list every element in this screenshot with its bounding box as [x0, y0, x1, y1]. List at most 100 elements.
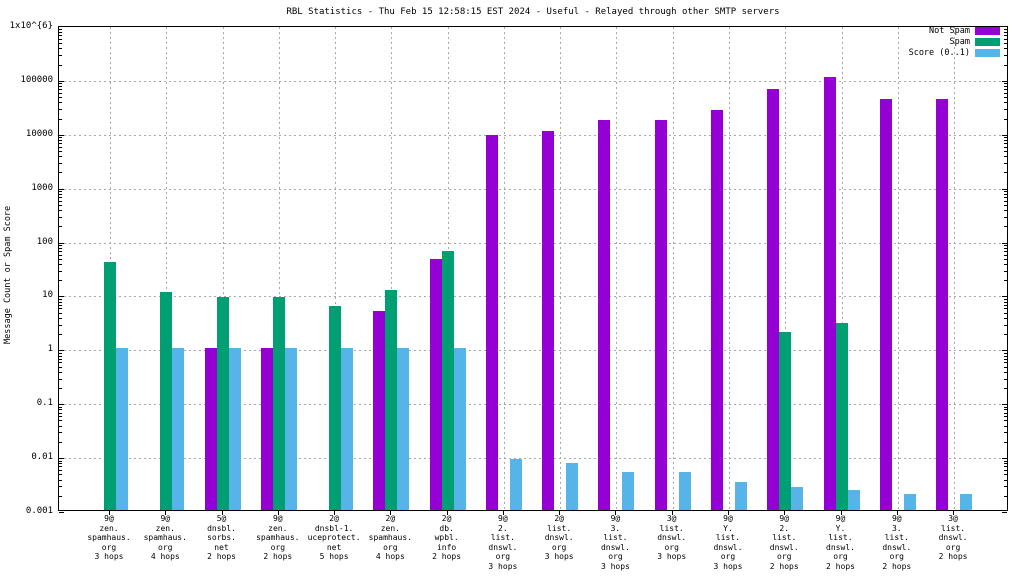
y-minor-tick	[59, 55, 62, 57]
x-gridline	[616, 27, 618, 510]
y-minor-tick	[1004, 210, 1007, 212]
bar-not-spam-13	[823, 76, 836, 510]
y-minor-tick	[59, 216, 62, 218]
x-gridline	[728, 27, 730, 510]
y-minor-tick	[1004, 191, 1007, 193]
y-minor-tick	[59, 172, 62, 174]
y-gridline	[59, 404, 1007, 406]
y-minor-tick	[59, 146, 62, 148]
y-minor-tick	[1004, 324, 1007, 326]
x-gridline	[954, 27, 956, 510]
x-tick-mark	[334, 511, 336, 515]
y-minor-tick	[59, 226, 62, 228]
y-major-tick	[59, 242, 64, 244]
x-tick-mark	[221, 511, 223, 515]
y-minor-tick	[1004, 43, 1007, 45]
y-minor-tick	[59, 137, 62, 139]
y-minor-tick	[59, 48, 62, 50]
y-minor-tick	[1004, 270, 1007, 272]
x-tick-label: 9@ 2. list. dnswl. org 3 hops	[488, 514, 518, 571]
bar-score-0-1--5	[397, 348, 410, 510]
y-tick-label: 0.001	[25, 506, 53, 516]
y-minor-tick	[1004, 89, 1007, 91]
x-tick-mark	[277, 511, 279, 515]
x-tick-mark	[390, 511, 392, 515]
y-minor-tick	[59, 486, 62, 488]
y-minor-tick	[59, 247, 62, 249]
y-minor-tick	[1004, 301, 1007, 303]
y-minor-tick	[1004, 425, 1007, 427]
y-minor-tick	[59, 210, 62, 212]
y-minor-tick	[1004, 470, 1007, 472]
x-tick-mark	[559, 511, 561, 515]
y-minor-tick	[59, 334, 62, 336]
y-tick-label: 1x10^{6}	[9, 21, 53, 31]
y-minor-tick	[59, 29, 62, 31]
bar-score-0-1--12	[791, 486, 804, 510]
y-minor-tick	[59, 162, 62, 164]
y-minor-tick	[1004, 308, 1007, 310]
y-major-tick	[1002, 134, 1007, 136]
bar-not-spam-6	[429, 259, 442, 510]
bar-not-spam-14	[879, 98, 892, 510]
y-minor-tick	[1004, 92, 1007, 94]
y-minor-tick	[59, 245, 62, 247]
y-major-tick	[1002, 242, 1007, 244]
y-major-tick	[1002, 296, 1007, 298]
y-minor-tick	[1004, 83, 1007, 85]
y-gridline	[59, 188, 1007, 190]
y-gridline	[59, 296, 1007, 298]
y-tick-label: 100000	[20, 74, 53, 85]
y-minor-tick	[59, 470, 62, 472]
y-minor-tick	[59, 193, 62, 195]
bar-score-0-1--7	[509, 458, 522, 510]
y-major-tick	[1002, 404, 1007, 406]
y-minor-tick	[59, 466, 62, 468]
bar-score-0-1--14	[903, 493, 916, 510]
y-major-tick	[59, 458, 64, 460]
y-minor-tick	[59, 388, 62, 389]
bar-score-0-1--13	[847, 489, 860, 510]
y-minor-tick	[1004, 406, 1007, 408]
y-minor-tick	[1004, 416, 1007, 418]
y-major-tick	[1002, 512, 1007, 513]
y-minor-tick	[59, 140, 62, 141]
x-tick-label: 9@ zen. spamhaus. org 4 hops	[143, 514, 187, 561]
y-minor-tick	[1004, 432, 1007, 434]
y-minor-tick	[1004, 216, 1007, 218]
bar-not-spam-8	[542, 130, 555, 510]
y-tick-label: 1	[47, 344, 53, 355]
y-major-tick	[59, 188, 64, 190]
legend-item: Spam	[909, 36, 1000, 47]
y-minor-tick	[59, 412, 62, 414]
x-gridline	[672, 27, 674, 510]
y-axis-label: Message Count or Spam Score	[3, 205, 13, 345]
y-tick-label: 10000	[25, 128, 53, 139]
y-minor-tick	[59, 416, 62, 418]
bar-spam-5	[385, 290, 398, 510]
y-tick-label: 10	[42, 290, 53, 301]
y-major-tick	[59, 404, 64, 406]
y-minor-tick	[1004, 55, 1007, 57]
y-minor-tick	[59, 420, 62, 422]
x-tick-label: 5@ dnsbl. sorbs. net 2 hops	[207, 514, 236, 561]
y-minor-tick	[1004, 150, 1007, 152]
y-minor-tick	[1004, 140, 1007, 141]
y-minor-tick	[1004, 388, 1007, 389]
y-minor-tick	[59, 118, 62, 120]
y-minor-tick	[1004, 35, 1007, 37]
y-minor-tick	[59, 474, 62, 476]
x-tick-label: 9@ 2. list. dnswl. org 2 hops	[769, 514, 799, 571]
bar-not-spam-15	[936, 98, 949, 510]
bar-score-0-1--15	[960, 493, 973, 510]
y-minor-tick	[59, 280, 62, 282]
x-gridline	[166, 27, 168, 510]
y-minor-tick	[1004, 143, 1007, 145]
x-tick-mark	[165, 511, 167, 515]
y-minor-tick	[59, 83, 62, 85]
y-minor-tick	[59, 250, 62, 252]
y-minor-tick	[59, 317, 62, 319]
y-minor-tick	[1004, 245, 1007, 247]
x-gridline	[841, 27, 843, 510]
y-minor-tick	[1004, 317, 1007, 319]
